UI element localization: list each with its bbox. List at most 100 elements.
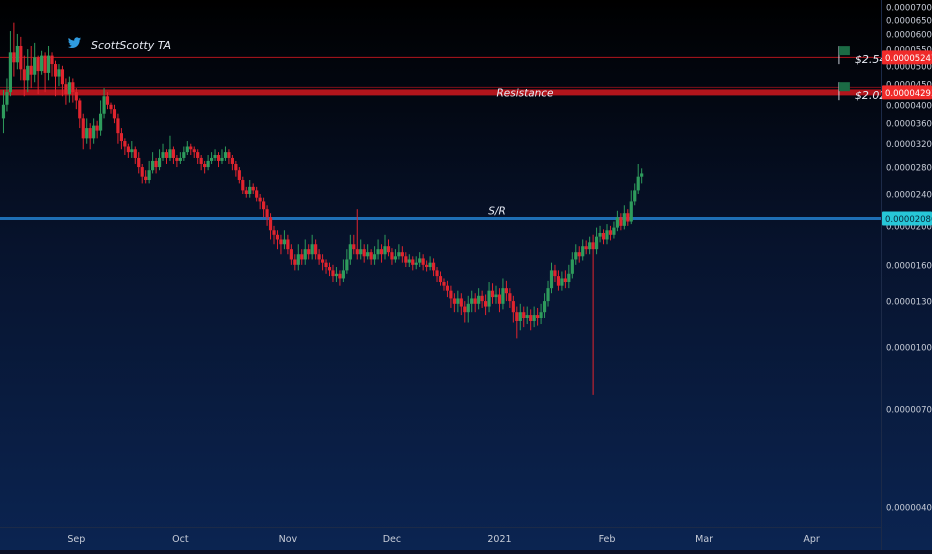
candle xyxy=(362,244,366,263)
candle xyxy=(515,306,519,339)
flag-label: $2.02 xyxy=(855,89,887,102)
candle-body xyxy=(119,133,123,142)
candle-body xyxy=(50,55,54,65)
candle-body xyxy=(331,270,335,277)
flag-marker[interactable]: $2.54 xyxy=(838,46,887,66)
candle-body xyxy=(452,298,456,304)
candle xyxy=(477,288,481,310)
candle xyxy=(95,120,99,139)
price-tag-bg xyxy=(882,211,932,226)
candle-body xyxy=(112,109,117,119)
level-price-tag: 0.00005247 xyxy=(882,50,932,65)
candle xyxy=(213,149,217,161)
candle-body xyxy=(546,288,550,302)
candle xyxy=(74,88,78,110)
candle xyxy=(151,152,155,174)
candle xyxy=(532,306,536,328)
candle-body xyxy=(456,298,460,304)
candle-body xyxy=(466,303,470,313)
candle xyxy=(608,225,613,241)
candle-body xyxy=(248,186,252,194)
time-tick-label: Nov xyxy=(279,534,298,545)
candle xyxy=(265,205,269,226)
candle-body xyxy=(470,298,474,304)
candle-body xyxy=(483,301,488,307)
candle xyxy=(546,280,550,307)
flag-marker[interactable]: $2.02 xyxy=(838,82,887,102)
candle xyxy=(268,213,273,240)
candle-body xyxy=(67,82,71,95)
candle xyxy=(171,146,176,164)
candle-body xyxy=(334,273,339,277)
candle-body xyxy=(626,213,630,222)
candle xyxy=(303,239,307,265)
candle xyxy=(421,254,425,271)
candle-body xyxy=(598,232,602,237)
candle xyxy=(223,146,228,161)
candle-body xyxy=(310,244,314,255)
candle xyxy=(584,240,588,255)
candle xyxy=(199,155,203,171)
candle xyxy=(442,278,446,291)
candle xyxy=(185,141,189,156)
candle xyxy=(1,90,6,134)
candle xyxy=(615,210,619,232)
resistance-line[interactable] xyxy=(0,89,881,96)
candle xyxy=(345,249,349,274)
candle xyxy=(320,254,325,271)
candle xyxy=(581,239,585,261)
candle xyxy=(407,254,411,268)
candle xyxy=(418,252,422,268)
candle xyxy=(71,78,75,103)
candle xyxy=(591,234,595,395)
candle xyxy=(352,234,356,255)
candle xyxy=(456,290,460,313)
candle-body xyxy=(366,252,370,257)
candle xyxy=(470,290,474,313)
candle-body xyxy=(477,295,481,304)
candle xyxy=(275,230,280,250)
candle-body xyxy=(532,315,536,322)
candle-body xyxy=(345,259,349,271)
flag-icon xyxy=(838,46,850,56)
candle xyxy=(36,55,40,95)
candle xyxy=(161,143,165,161)
candle xyxy=(206,155,210,171)
candle-body xyxy=(428,262,432,268)
candle-body xyxy=(473,298,477,304)
candle xyxy=(397,244,401,260)
candle xyxy=(189,143,193,156)
candle-body xyxy=(71,82,75,93)
price-tag-bg xyxy=(882,85,932,100)
price-tick-label: 0.00000400 xyxy=(886,504,932,514)
resistance-label: Resistance xyxy=(496,87,553,99)
candle-body xyxy=(140,167,144,177)
candle-body xyxy=(293,259,297,265)
candle-body xyxy=(102,96,106,114)
flag-label: $2.54 xyxy=(855,53,887,66)
candle xyxy=(369,249,373,265)
candle xyxy=(553,264,557,283)
price-tag-label: 0.00002086 xyxy=(885,215,932,225)
candle xyxy=(511,295,515,323)
candle-body xyxy=(497,294,502,304)
candle xyxy=(209,152,214,164)
candle-body xyxy=(78,100,82,119)
candle-body xyxy=(480,295,484,302)
candle-body xyxy=(268,217,273,231)
candle-body xyxy=(123,141,127,147)
candle xyxy=(570,252,574,279)
candle xyxy=(60,65,65,97)
candle-body xyxy=(324,262,328,268)
candle-body xyxy=(5,92,9,105)
candle-body xyxy=(511,301,515,313)
sr-line[interactable] xyxy=(0,216,881,220)
candle xyxy=(19,36,23,81)
candle xyxy=(220,149,224,164)
